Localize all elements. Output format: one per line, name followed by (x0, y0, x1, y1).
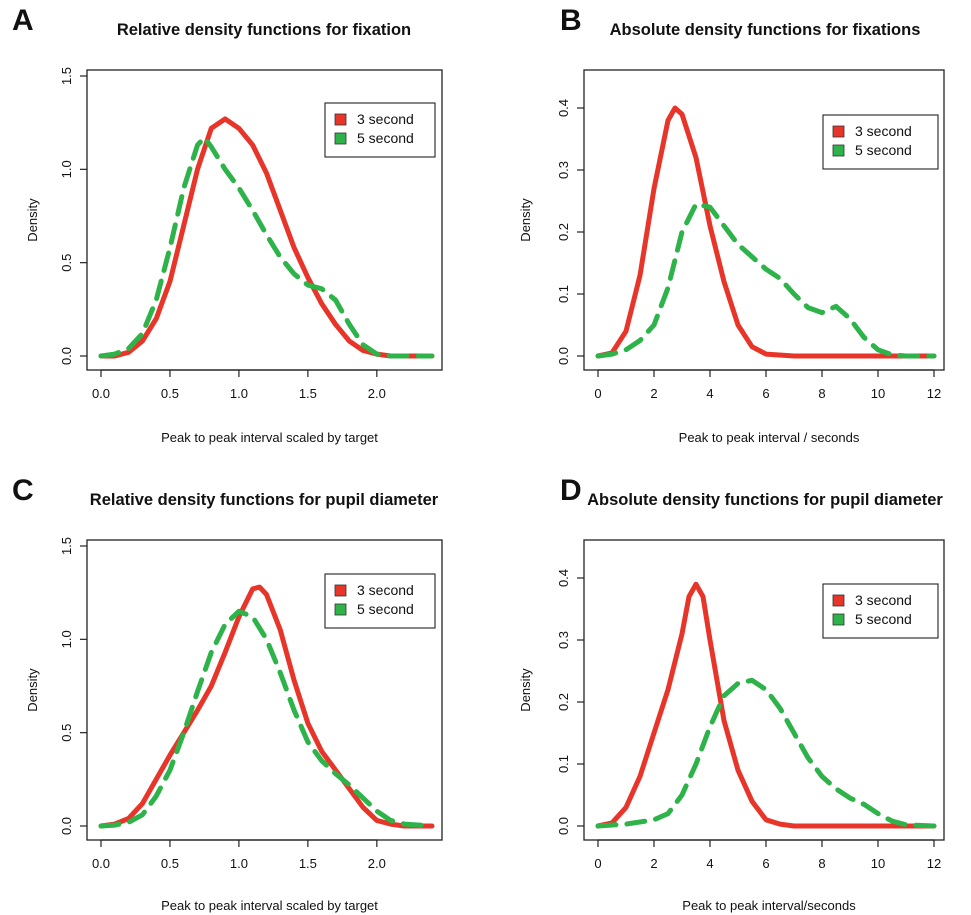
y-tick-label: 0.0 (556, 817, 571, 835)
panel-letter: D (560, 474, 582, 507)
y-tick-label: 0.0 (59, 817, 74, 835)
x-tick-label: 0.5 (161, 856, 179, 871)
y-tick-label: 1.5 (59, 537, 74, 555)
panel-letter: A (12, 4, 34, 37)
panel-title: Absolute density functions for fixations (610, 21, 921, 39)
x-tick-label: 12 (927, 856, 941, 871)
y-tick-label: 1.0 (59, 160, 74, 178)
y-tick-label: 0.0 (59, 347, 74, 365)
legend-swatch (832, 594, 845, 607)
x-tick-label: 2.0 (368, 856, 386, 871)
y-tick-label: 0.3 (556, 631, 571, 649)
legend: 3 second 5 second (822, 583, 939, 639)
x-tick-label: 0.0 (92, 856, 110, 871)
x-axis-label: Peak to peak interval scaled by target (161, 430, 378, 445)
legend-entry: 5 second (357, 601, 414, 617)
x-tick-label: 0 (594, 856, 601, 871)
y-axis-label: Density (25, 198, 40, 242)
legend-box (324, 573, 436, 629)
legend-entry: 3 second (357, 582, 414, 598)
x-tick-label: 2 (650, 386, 657, 401)
y-axis-label: Density (25, 668, 40, 712)
legend-entry: 3 second (357, 111, 414, 127)
panel-title: Relative density functions for pupil dia… (90, 491, 439, 509)
y-tick-label: 0.4 (556, 99, 571, 117)
x-tick-label: 12 (927, 386, 941, 401)
legend-swatch (832, 613, 845, 626)
y-tick-label: 0.0 (556, 347, 571, 365)
panel-d: D Absolute density functions for pupil di… (518, 474, 945, 913)
series-line-5-second (595, 677, 937, 829)
x-tick-label: 1.5 (299, 386, 317, 401)
x-tick-label: 4 (706, 856, 713, 871)
legend-swatch (334, 603, 347, 616)
panel-title: Relative density functions for fixation (117, 21, 411, 39)
x-tick-label: 4 (706, 386, 713, 401)
x-tick-label: 0.5 (161, 386, 179, 401)
y-axis-label: Density (518, 198, 533, 242)
x-tick-label: 8 (818, 856, 825, 871)
panel-letter: C (12, 474, 34, 507)
legend-entry: 3 second (855, 123, 912, 139)
y-tick-label: 1.5 (59, 67, 74, 85)
x-tick-label: 10 (871, 856, 885, 871)
series-line-3-second (595, 105, 937, 359)
legend-entry: 3 second (855, 592, 912, 608)
x-tick-label: 0 (594, 386, 601, 401)
panel-b: B Absolute density functions for fixation… (518, 4, 945, 445)
legend-swatch (334, 584, 347, 597)
legend-box (822, 114, 939, 170)
legend-box (324, 102, 436, 158)
legend-entry: 5 second (855, 611, 912, 627)
y-tick-label: 0.1 (556, 755, 571, 773)
y-tick-label: 0.5 (59, 724, 74, 742)
legend-swatch (832, 144, 845, 157)
panel-title: Absolute density functions for pupil dia… (587, 491, 943, 509)
x-tick-label: 0.0 (92, 386, 110, 401)
legend-entry: 5 second (357, 130, 414, 146)
x-tick-label: 8 (818, 386, 825, 401)
panel-c: C Relative density functions for pupil di… (12, 474, 443, 913)
series-line-3-second (595, 581, 937, 829)
panel-letter: B (560, 4, 582, 37)
x-tick-label: 2 (650, 856, 657, 871)
x-axis-label: Peak to peak interval/seconds (682, 898, 856, 913)
x-tick-label: 6 (762, 386, 769, 401)
legend: 3 second 5 second (324, 573, 436, 629)
x-tick-label: 1.0 (230, 856, 248, 871)
x-tick-label: 1.0 (230, 386, 248, 401)
panel-a: A Relative density functions for fixation… (12, 4, 443, 445)
y-tick-label: 0.2 (556, 223, 571, 241)
y-tick-label: 1.0 (59, 630, 74, 648)
legend-swatch (334, 113, 347, 126)
legend-swatch (832, 125, 845, 138)
y-tick-label: 0.4 (556, 569, 571, 587)
y-tick-label: 0.5 (59, 254, 74, 272)
legend-box (822, 583, 939, 639)
x-tick-label: 2.0 (368, 386, 386, 401)
legend: 3 second 5 second (324, 102, 436, 158)
legend-swatch (334, 132, 347, 145)
series-line-5-second (98, 135, 435, 359)
series-line-5-second (98, 608, 435, 829)
series-line-3-second (98, 584, 435, 829)
legend-entry: 5 second (855, 142, 912, 158)
y-tick-label: 0.2 (556, 693, 571, 711)
series-line-3-second (98, 116, 435, 359)
y-tick-label: 0.3 (556, 161, 571, 179)
y-axis-label: Density (518, 668, 533, 712)
x-tick-label: 10 (871, 386, 885, 401)
series-line-5-second (595, 201, 937, 359)
x-axis-label: Peak to peak interval / seconds (679, 430, 860, 445)
legend: 3 second 5 second (822, 114, 939, 170)
x-tick-label: 1.5 (299, 856, 317, 871)
x-axis-label: Peak to peak interval scaled by target (161, 898, 378, 913)
x-tick-label: 6 (762, 856, 769, 871)
y-tick-label: 0.1 (556, 285, 571, 303)
